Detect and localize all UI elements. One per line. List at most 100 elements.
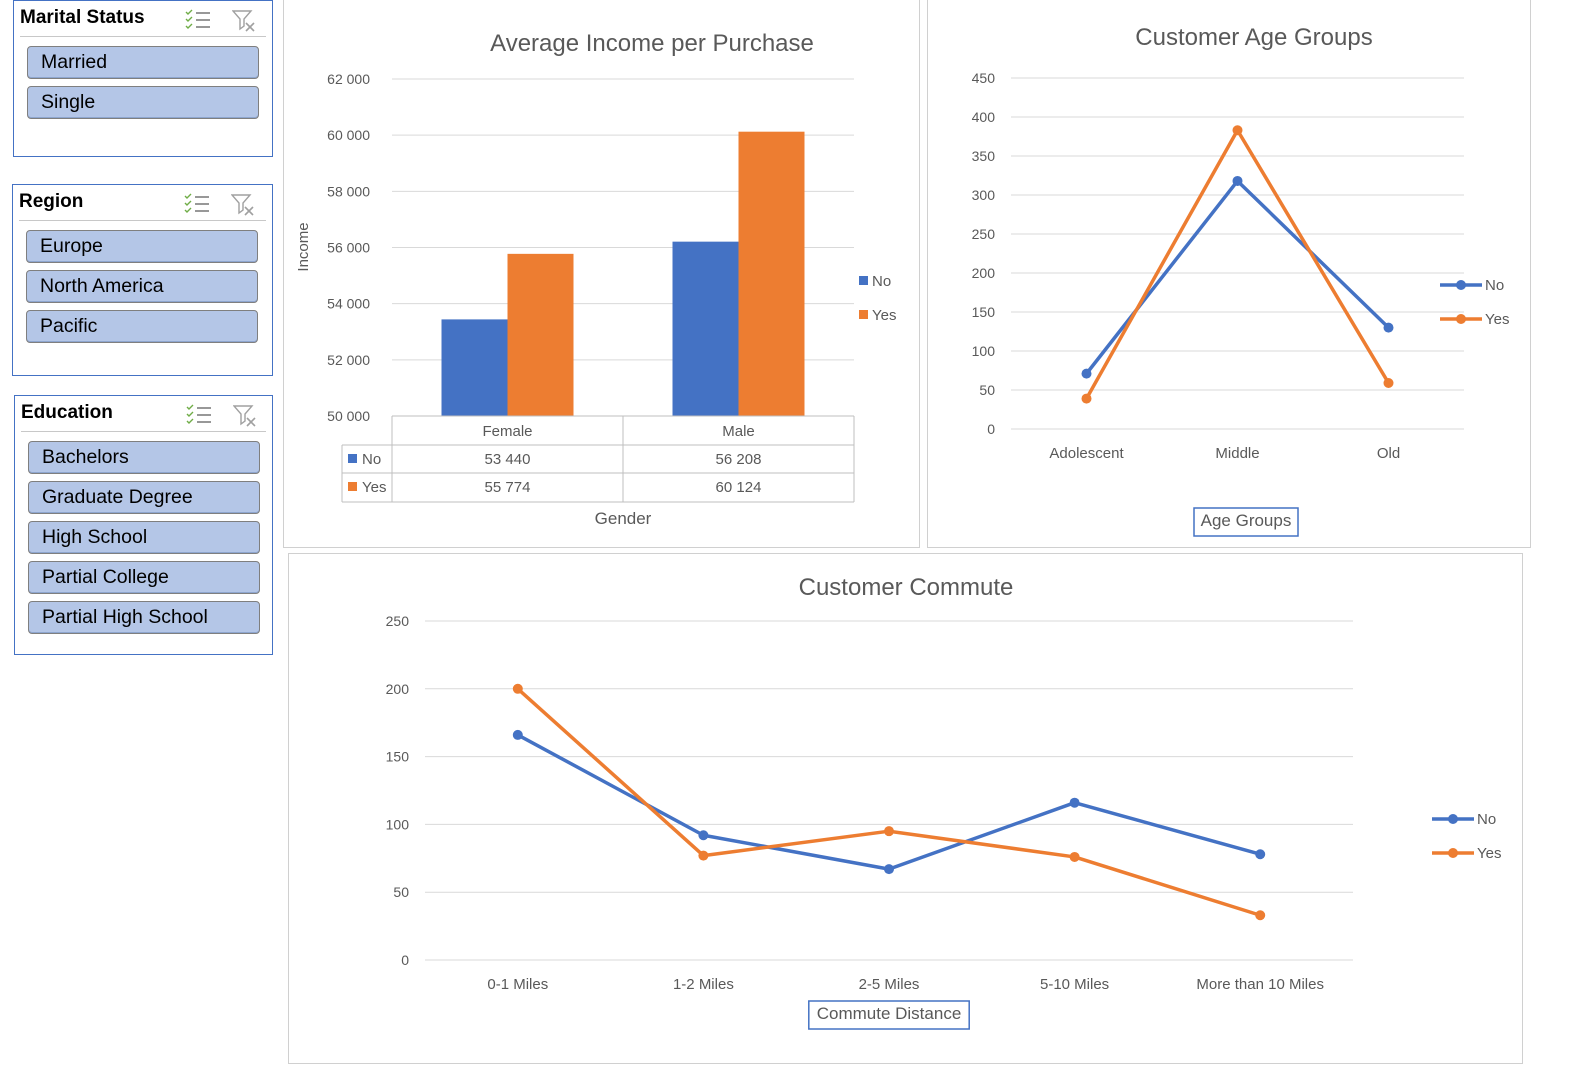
bar-yes-male[interactable] [738, 131, 805, 416]
x-axis-title: Age Groups [1201, 511, 1292, 530]
y-axis-title: Income [295, 222, 312, 271]
y-tick-label: 250 [972, 226, 996, 242]
y-tick-label: 150 [386, 749, 410, 765]
slicer-item-partial-college[interactable]: Partial College [28, 561, 260, 594]
chart-title: Average Income per Purchase [490, 30, 814, 57]
slicer-item-bachelors[interactable]: Bachelors [28, 441, 260, 474]
point-no-0[interactable] [512, 729, 523, 740]
point-yes-3[interactable] [1069, 851, 1080, 862]
x-category-label: 5-10 Miles [1040, 976, 1109, 993]
legend-marker-no [1448, 814, 1458, 824]
x-category-label: Middle [1215, 445, 1259, 462]
legend-label: No [872, 273, 891, 290]
data-table-value: 60 124 [716, 479, 762, 496]
data-table-value: 55 774 [485, 479, 531, 496]
slicer-item-high-school[interactable]: High School [28, 521, 260, 554]
series-line-no[interactable] [516, 733, 1261, 871]
chart-average-income[interactable]: Average Income per Purchase 50 000 52 000 5… [283, 0, 920, 548]
slicer-item-single[interactable]: Single [27, 86, 259, 119]
point-yes-2[interactable] [1383, 377, 1394, 388]
legend-label: Yes [1485, 311, 1509, 328]
y-tick-label: 56 000 [327, 240, 370, 256]
slicer-item-married[interactable]: Married [27, 46, 259, 79]
clear-filter-icon[interactable] [230, 193, 255, 217]
point-yes-0[interactable] [512, 683, 523, 694]
x-category-label: Adolescent [1049, 445, 1124, 462]
slicer-item-graduate-degree[interactable]: Graduate Degree [28, 481, 260, 514]
y-tick-label: 400 [972, 109, 996, 125]
bar-no-male[interactable] [672, 241, 739, 416]
slicer-item-list: Europe North America Pacific [26, 230, 258, 350]
slicer-title: Region [19, 191, 84, 212]
divider [20, 36, 266, 37]
point-no-1[interactable] [698, 830, 709, 841]
chart-title: Customer Age Groups [1135, 24, 1372, 51]
point-no-1[interactable] [1232, 175, 1243, 186]
slicer-item-europe[interactable]: Europe [26, 230, 258, 263]
slicer-title: Marital Status [20, 7, 145, 28]
series-line-no[interactable] [1085, 179, 1390, 375]
y-tick-label: 200 [386, 681, 410, 697]
multi-select-icon[interactable] [184, 193, 210, 215]
x-category-label: 2-5 Miles [859, 976, 920, 993]
slicer-header: Education [15, 396, 272, 430]
y-tick-label: 52 000 [327, 352, 370, 368]
x-axis-title-box [1193, 507, 1299, 537]
legend-label: No [1485, 277, 1504, 294]
legend-label: No [1477, 811, 1496, 828]
x-axis-title-box [808, 1000, 970, 1030]
y-tick-label: 450 [972, 70, 996, 86]
legend-marker-yes [1448, 848, 1458, 858]
point-yes-2[interactable] [884, 826, 894, 837]
slicer-region: Region Europe North America Pacific [12, 184, 273, 376]
x-axis-title: Commute Distance [817, 1004, 962, 1023]
slicer-item-list: Bachelors Graduate Degree High School Parti… [28, 441, 260, 641]
legend-label: Yes [1477, 845, 1501, 862]
y-tick-label: 150 [972, 304, 996, 320]
bar-chart: Average Income per Purchase 50 000 52 000 5… [295, 30, 896, 528]
clear-filter-icon[interactable] [232, 404, 257, 428]
multi-select-icon[interactable] [186, 404, 212, 426]
slicer-item-pacific[interactable]: Pacific [26, 310, 258, 343]
slicer-item-list: Married Single [27, 46, 259, 126]
slicer-marital-status: Marital Status Married Single [13, 0, 273, 157]
point-yes-0[interactable] [1081, 393, 1092, 404]
slicer-item-partial-high-school[interactable]: Partial High School [28, 601, 260, 634]
legend-key-yes [859, 310, 868, 319]
point-no-0[interactable] [1081, 368, 1092, 379]
bar-yes-female[interactable] [507, 253, 574, 416]
point-no-3[interactable] [1069, 797, 1080, 808]
slicer-education: Education Bachelors Graduate Degree High S… [14, 395, 273, 655]
slicer-title: Education [21, 402, 113, 423]
commute-line-chart: Customer Commute 0 50 100 150 200 250 0-1 Miles… [386, 574, 1501, 1030]
x-category-label: More than 10 Miles [1196, 976, 1324, 993]
point-yes-1[interactable] [698, 850, 709, 861]
y-tick-label: 58 000 [327, 183, 370, 199]
y-tick-label: 50 [979, 382, 995, 398]
slicer-header: Region [13, 185, 272, 219]
point-no-2[interactable] [884, 864, 894, 875]
y-tick-label: 0 [987, 421, 995, 437]
point-yes-1[interactable] [1232, 125, 1243, 136]
legend-key-no [859, 276, 868, 285]
series-line-yes[interactable] [1084, 128, 1391, 400]
point-no-4[interactable] [1255, 849, 1266, 860]
series-line-yes[interactable] [516, 687, 1261, 917]
x-category-label: Male [722, 423, 755, 440]
chart-commute[interactable]: Customer Commute 0 50 100 150 200 250 0-1 Miles… [288, 553, 1523, 1064]
age-line-chart: Customer Age Groups 0 50 100 150 200 250 300 350… [972, 24, 1509, 537]
chart-age-groups[interactable]: Customer Age Groups 0 50 100 150 200 250 300 350… [927, 0, 1531, 548]
legend-marker-no [1456, 280, 1466, 290]
table-legend-key-no [348, 454, 357, 463]
bar-no-female[interactable] [441, 319, 508, 416]
clear-filter-icon[interactable] [231, 9, 256, 33]
y-tick-label: 100 [386, 816, 410, 832]
x-category-label: Female [482, 423, 532, 440]
point-no-2[interactable] [1383, 322, 1394, 333]
y-tick-label: 100 [972, 343, 996, 359]
y-tick-label: 0 [401, 952, 409, 968]
multi-select-icon[interactable] [185, 9, 211, 31]
slicer-item-north-america[interactable]: North America [26, 270, 258, 303]
point-yes-4[interactable] [1255, 910, 1266, 921]
table-legend-key-yes [348, 482, 357, 491]
